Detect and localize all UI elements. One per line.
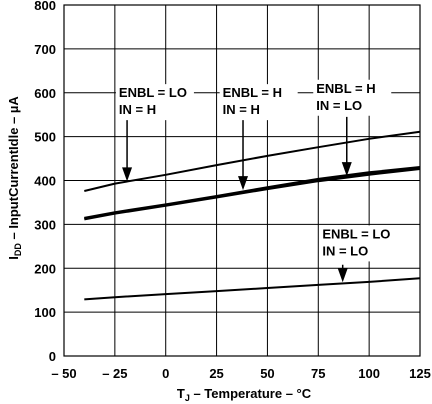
annotation-line1-3: ENBL = H — [316, 81, 375, 96]
annotation-arrowhead-2 — [238, 176, 249, 191]
plot-frame — [63, 4, 421, 357]
x-tick-label: – 25 — [102, 366, 127, 381]
y-tick-label: 400 — [34, 174, 56, 189]
y-tick-label: 300 — [34, 217, 56, 232]
y-tick-label: 200 — [34, 261, 56, 276]
annotation-bg-2 — [219, 84, 298, 121]
x-tick-label: – 50 — [51, 366, 76, 381]
annotation-line1-4: ENBL = LO — [322, 226, 390, 241]
annotations-layer: ENBL = LO IN = H ENBL = H IN = H ENBL = H IN … — [115, 79, 398, 262]
annotation-arrowhead-4 — [337, 268, 348, 283]
series-line-2 — [84, 167, 421, 221]
annotation-line1-2: ENBL = H — [223, 85, 282, 100]
y-tick-label: 700 — [34, 42, 56, 57]
y-tick-label: 500 — [34, 130, 56, 145]
annotation-line1-1: ENBL = LO — [119, 85, 187, 100]
y-tick-labels: 0 100 200 300 400 500 600 700 800 — [34, 0, 56, 364]
annotation-bg-3 — [313, 79, 392, 116]
annotation-arrowhead-1 — [122, 167, 133, 182]
y-tick-label: 0 — [49, 349, 56, 364]
x-tick-label: 25 — [209, 366, 223, 381]
y-tick-label: 800 — [34, 0, 56, 13]
x-tick-labels: – 50 – 25 0 25 50 75 100 125 — [51, 366, 431, 381]
x-tick-label: 75 — [311, 366, 325, 381]
series-line-3 — [84, 166, 421, 220]
y-tick-label: 100 — [34, 305, 56, 320]
annotation-bg-1 — [115, 84, 194, 121]
annotation-arrowhead-3 — [341, 162, 352, 177]
x-tick-label: 0 — [162, 366, 169, 381]
annotation-bg-4 — [319, 225, 398, 262]
y-tick-label: 600 — [34, 86, 56, 101]
x-axis-title: TJ – Temperature – °C — [177, 386, 312, 403]
annotation-line2-3: IN = LO — [316, 98, 362, 113]
annotation-line2-4: IN = LO — [322, 243, 368, 258]
x-tick-label: 50 — [260, 366, 274, 381]
y-axis-title: IDD – InputCurrentIdle – µA — [6, 96, 23, 260]
x-tick-label: 125 — [409, 366, 431, 381]
x-tick-label: 100 — [358, 366, 380, 381]
series-line-1 — [84, 130, 421, 192]
series-layer — [84, 130, 421, 301]
series-line-4 — [84, 277, 421, 301]
annotation-line2-1: IN = H — [119, 102, 156, 117]
arrows-layer — [122, 116, 352, 283]
annotation-line2-2: IN = H — [223, 102, 260, 117]
